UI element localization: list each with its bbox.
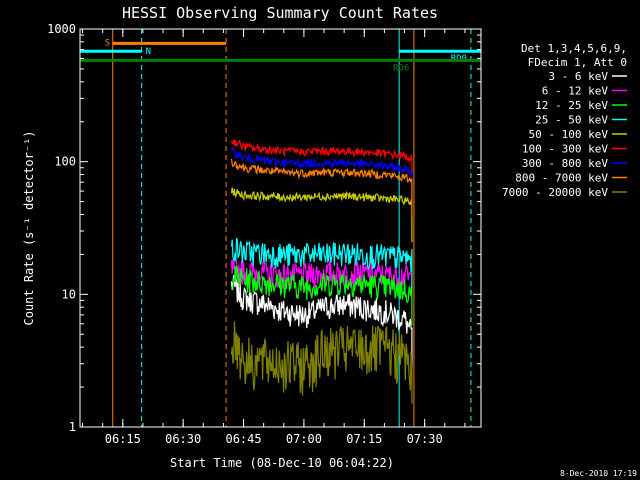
legend-entry-label: 3 - 6 keV: [548, 70, 608, 83]
legend-entry-label: 7000 - 20000 keV: [502, 186, 608, 199]
x-tick-label: 06:45: [225, 432, 261, 446]
footer-date: 8-Dec-2010 17:19: [560, 469, 637, 478]
y-tick-label: 100: [54, 155, 76, 169]
x-tick-label: 07:15: [346, 432, 382, 446]
legend-entry-label: 6 - 12 keV: [542, 85, 609, 98]
legend-entry-label: 100 - 300 keV: [522, 143, 608, 156]
series-line: [230, 258, 413, 314]
x-tick-label: 07:00: [286, 432, 322, 446]
legend-entry-label: 800 - 7000 keV: [515, 172, 608, 185]
status-bar-label: N: [146, 47, 151, 57]
series-line: [230, 187, 413, 243]
y-tick-label: 10: [62, 287, 76, 301]
x-axis-label: Start Time (08-Dec-10 06:04:22): [170, 456, 394, 470]
x-tick-label: 06:30: [165, 432, 201, 446]
legend-entry-label: 300 - 800 keV: [522, 157, 608, 170]
x-tick-label: 06:15: [105, 432, 141, 446]
series-line: [231, 265, 413, 326]
annotation-layer: SNRD0RD6: [79, 29, 481, 427]
legend: Det 1,3,4,5,6,9,FDecim 1, Att 03 - 6 keV…: [502, 42, 627, 199]
series-line: [230, 237, 413, 289]
y-tick-label: 1: [69, 420, 76, 434]
series-line: [230, 158, 413, 220]
y-axis: 1 10 100 1000: [47, 22, 481, 434]
y-tick-label: 1000: [47, 22, 76, 36]
chart-title: HESSI Observing Summary Count Rates: [122, 4, 438, 22]
legend-entry-label: 25 - 50 keV: [535, 114, 608, 127]
series-line: [230, 146, 413, 214]
legend-entry-label: 12 - 25 keV: [535, 99, 608, 112]
series-line: [230, 321, 413, 404]
y-axis-label: Count Rate (s⁻¹ detector⁻¹): [22, 130, 36, 325]
legend-entry-label: 50 - 100 keV: [529, 128, 609, 141]
x-tick-label: 07:30: [407, 432, 443, 446]
status-bar-label: S: [105, 38, 110, 48]
series-layer: [230, 139, 413, 404]
x-axis: 06:15 06:30 06:45 07:00 07:15 07:30: [82, 29, 466, 446]
series-line: [230, 275, 413, 369]
series-line: [230, 139, 413, 199]
plot-frame: [79, 28, 482, 428]
legend-header: Det 1,3,4,5,6,9,: [521, 42, 627, 55]
legend-header: FDecim 1, Att 0: [528, 56, 627, 69]
status-bar-label: RD6: [393, 63, 409, 73]
